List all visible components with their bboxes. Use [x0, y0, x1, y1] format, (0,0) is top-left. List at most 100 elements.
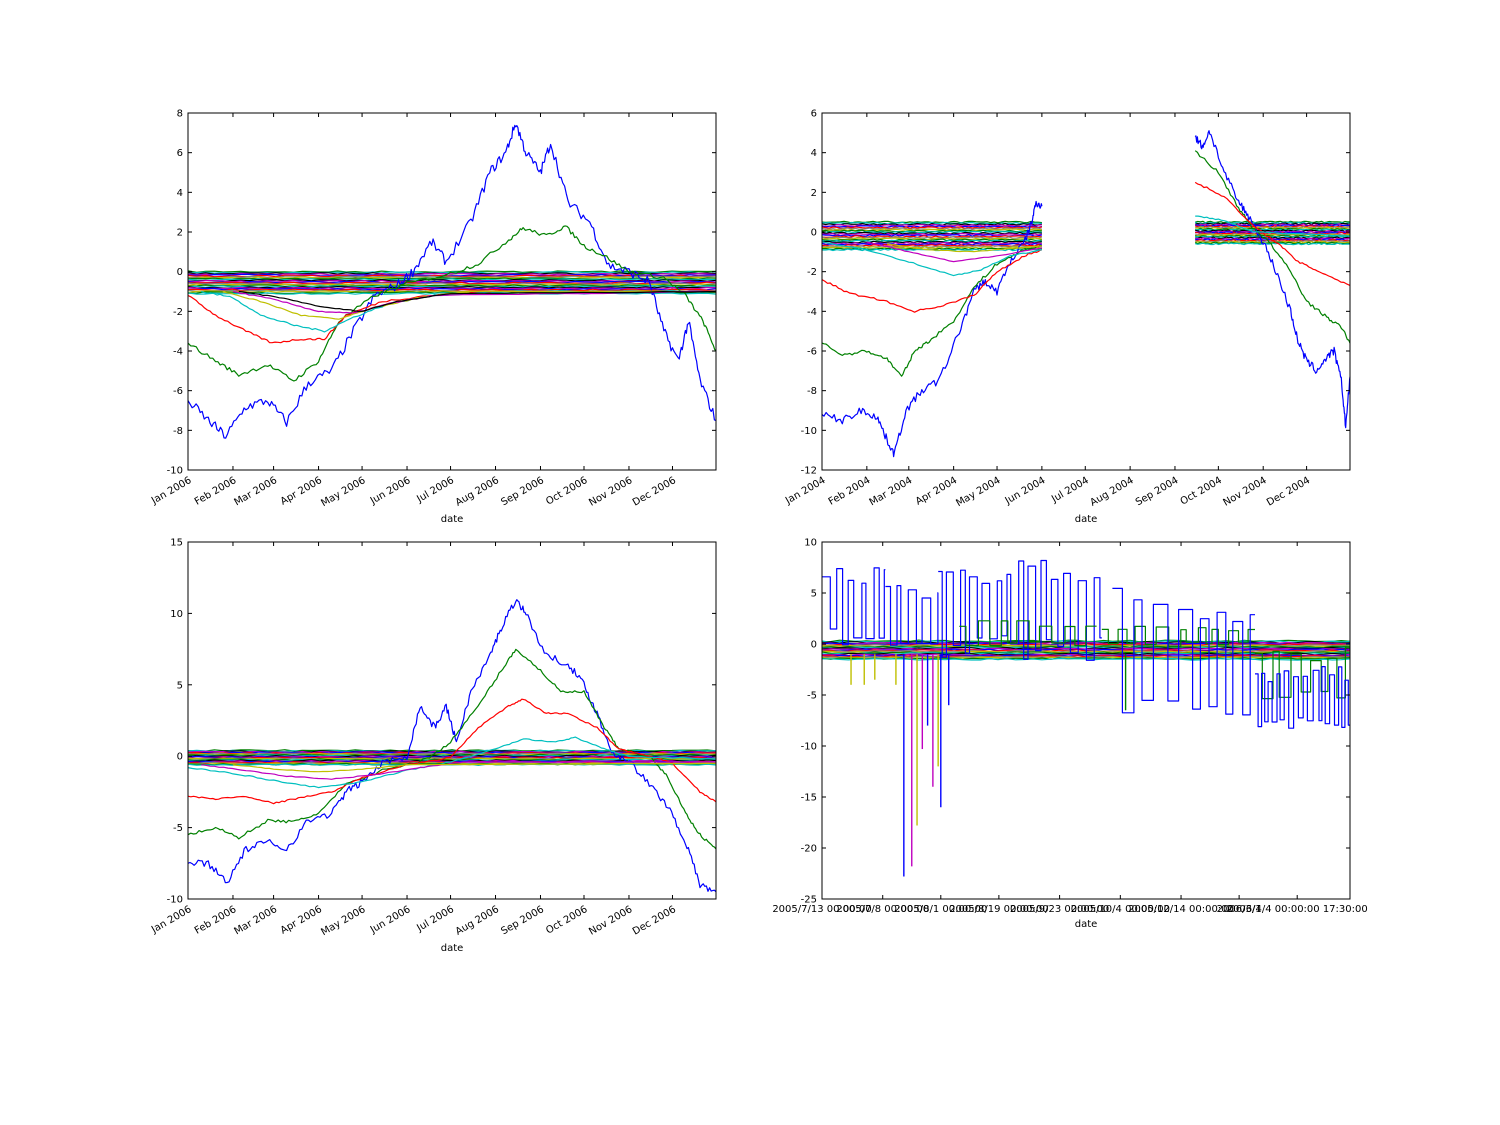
y-tick-label: 6 — [811, 109, 817, 120]
series-line — [187, 124, 717, 439]
y-axis: -10 -5 0 5 10 15 — [167, 538, 716, 906]
band-series-line — [822, 224, 1042, 227]
y-tick-label: 2 — [811, 188, 817, 199]
y-tick-label: 5 — [811, 589, 817, 600]
y-tick-label: 10 — [804, 538, 817, 549]
series-line — [232, 762, 717, 773]
series-line — [1194, 130, 1351, 429]
series-line — [821, 200, 1043, 458]
series-line — [822, 567, 886, 646]
x-tick-label: Jan 2004 — [783, 475, 828, 507]
band-series-line — [822, 245, 1042, 248]
series-line — [222, 290, 717, 320]
y-tick-label: -10 — [167, 895, 183, 906]
band-series-line — [187, 284, 717, 287]
band-series-line — [821, 240, 1042, 244]
x-tick-label: Jul 2004 — [1049, 475, 1091, 505]
x-tick-label: Dec 2006 — [631, 904, 678, 938]
x-tick-label: 2005/8/1 00:00:00 — [894, 904, 987, 915]
x-tick-label: Dec 2004 — [1265, 475, 1312, 509]
x-axis-label: date — [441, 514, 464, 525]
band-series-line — [187, 286, 717, 290]
series-line — [821, 249, 1043, 313]
x-tick-label: Dec 2006 — [631, 475, 678, 509]
band-series-line — [1194, 221, 1350, 225]
x-tick-label: Nov 2006 — [587, 904, 634, 938]
y-tick-label: 15 — [170, 538, 183, 549]
plot-area — [821, 113, 1351, 470]
series-line — [821, 241, 1042, 277]
x-tick-label: 2006/4/4 00:00:00 17:30:00 — [1227, 904, 1368, 915]
x-tick-label: 2005/9/23 00:00:00 — [1010, 904, 1109, 915]
y-tick-label: 0 — [177, 267, 183, 278]
band-series-line — [187, 280, 717, 284]
y-tick-label: 0 — [177, 752, 183, 763]
x-tick-label: Jul 2006 — [414, 475, 456, 505]
y-tick-label: -2 — [173, 307, 183, 318]
y-tick-label: -4 — [173, 347, 183, 358]
y-tick-label: -6 — [807, 347, 817, 358]
y-tick-label: -10 — [801, 742, 817, 753]
x-tick-label: Apr 2004 — [914, 475, 959, 507]
y-tick-label: -5 — [173, 823, 183, 834]
x-tick-label: Jan 2006 — [149, 475, 194, 507]
y-tick-label: -4 — [807, 307, 817, 318]
band-series-line — [1195, 235, 1351, 239]
x-tick-label: Jul 2006 — [414, 904, 456, 934]
axes-frame — [187, 541, 717, 900]
y-tick-label: 0 — [811, 228, 817, 239]
series-line — [866, 241, 1043, 263]
series-line — [938, 559, 1102, 661]
series-line — [1112, 587, 1255, 716]
x-tick-label: Feb 2006 — [193, 475, 239, 508]
x-tick-label: 2006/3/1 — [1217, 904, 1262, 915]
series-line — [187, 599, 717, 893]
axes-frame — [821, 541, 1351, 900]
series-line — [959, 620, 1097, 647]
x-axis-label: date — [1075, 514, 1098, 525]
y-axis: -25 -20 -15 -10 -5 0 5 10 — [801, 538, 1350, 906]
x-tick-label: Mar 2006 — [232, 475, 279, 508]
band-series-line — [821, 222, 1042, 226]
series-line — [187, 736, 717, 789]
x-tick-label: May 2004 — [954, 475, 1002, 509]
x-tick-label: May 2006 — [319, 904, 367, 938]
y-axis: -12 -10 -8 -6 -4 -2 0 2 4 6 — [801, 109, 1350, 477]
x-tick-label: Sep 2006 — [499, 475, 546, 508]
y-tick-label: -10 — [801, 426, 817, 437]
series-line — [1255, 666, 1350, 729]
series-line — [1195, 215, 1351, 237]
x-tick-label: Nov 2006 — [587, 475, 634, 509]
series-line — [201, 761, 717, 780]
axes-frame — [821, 112, 1351, 471]
x-tick-label: Sep 2006 — [499, 904, 546, 937]
x-tick-label: Aug 2006 — [454, 904, 501, 938]
band-series-line — [821, 242, 1042, 246]
series-line — [1255, 646, 1350, 700]
x-tick-label: 2005/12/14 00:00:00 — [1128, 904, 1234, 915]
y-axis: -10 -8 -6 -4 -2 0 2 4 6 8 — [167, 109, 716, 477]
y-tick-label: 4 — [177, 188, 183, 199]
x-tick-label: Jan 2006 — [149, 904, 194, 936]
plot-area — [821, 542, 1351, 899]
x-tick-label: Apr 2006 — [279, 475, 324, 507]
axes-frame — [187, 112, 717, 471]
series-line — [821, 244, 1043, 377]
x-axis-label: date — [441, 943, 464, 954]
y-tick-label: -8 — [173, 426, 183, 437]
x-tick-label: May 2006 — [319, 475, 367, 509]
band-series-line — [187, 289, 717, 293]
plot-background — [822, 113, 1350, 470]
x-tick-label: Jun 2006 — [368, 904, 413, 936]
x-tick-label: Jun 2004 — [1003, 475, 1048, 507]
x-tick-label: Jun 2006 — [368, 475, 413, 507]
band-series-line — [821, 232, 1042, 236]
y-tick-label: -5 — [807, 691, 817, 702]
series-line — [187, 698, 717, 805]
plot-area — [187, 113, 717, 470]
